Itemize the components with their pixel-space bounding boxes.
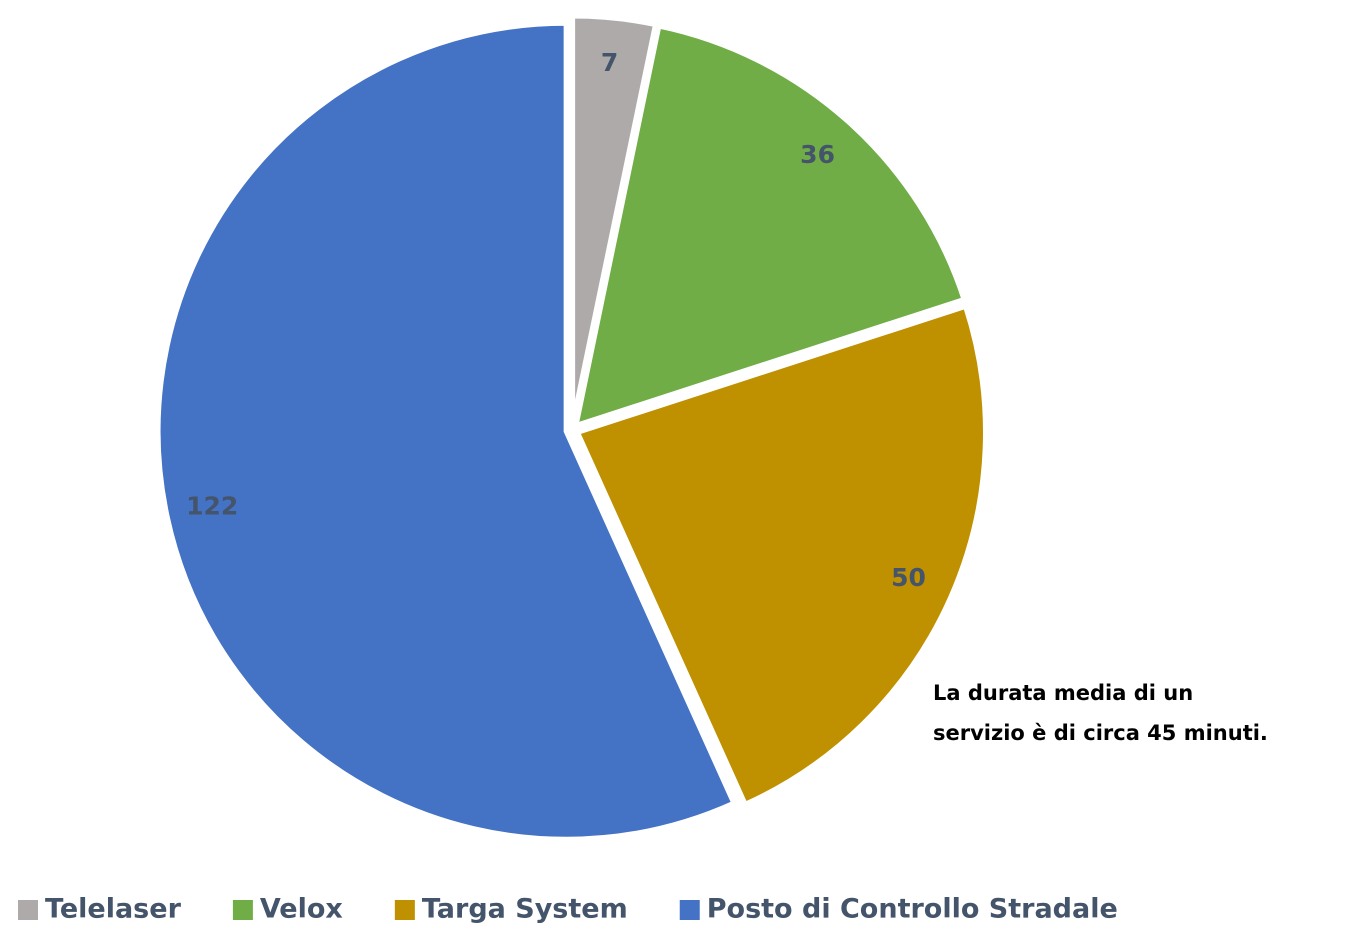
legend-label: Velox (260, 894, 343, 925)
pie-slice (572, 23, 968, 430)
pie-slice (574, 303, 988, 808)
annotation: servizio è di circa 45 minuti. (933, 721, 1268, 745)
legend-label: Posto di Controllo Stradale (707, 894, 1118, 925)
pie-slice (570, 13, 659, 425)
annotation: La durata media di un (933, 681, 1193, 705)
legend-label: Telelaser (45, 894, 182, 925)
data-label: 7 (601, 48, 618, 77)
pie-slice (155, 20, 738, 842)
legend-label: Targa System (422, 894, 628, 925)
legend-swatch (232, 900, 253, 920)
legend-swatch (18, 900, 38, 920)
data-label: 122 (186, 491, 238, 520)
data-label: 50 (891, 563, 926, 592)
data-label: 36 (800, 140, 835, 169)
legend-swatch (394, 900, 415, 920)
legend-swatch (679, 900, 700, 920)
